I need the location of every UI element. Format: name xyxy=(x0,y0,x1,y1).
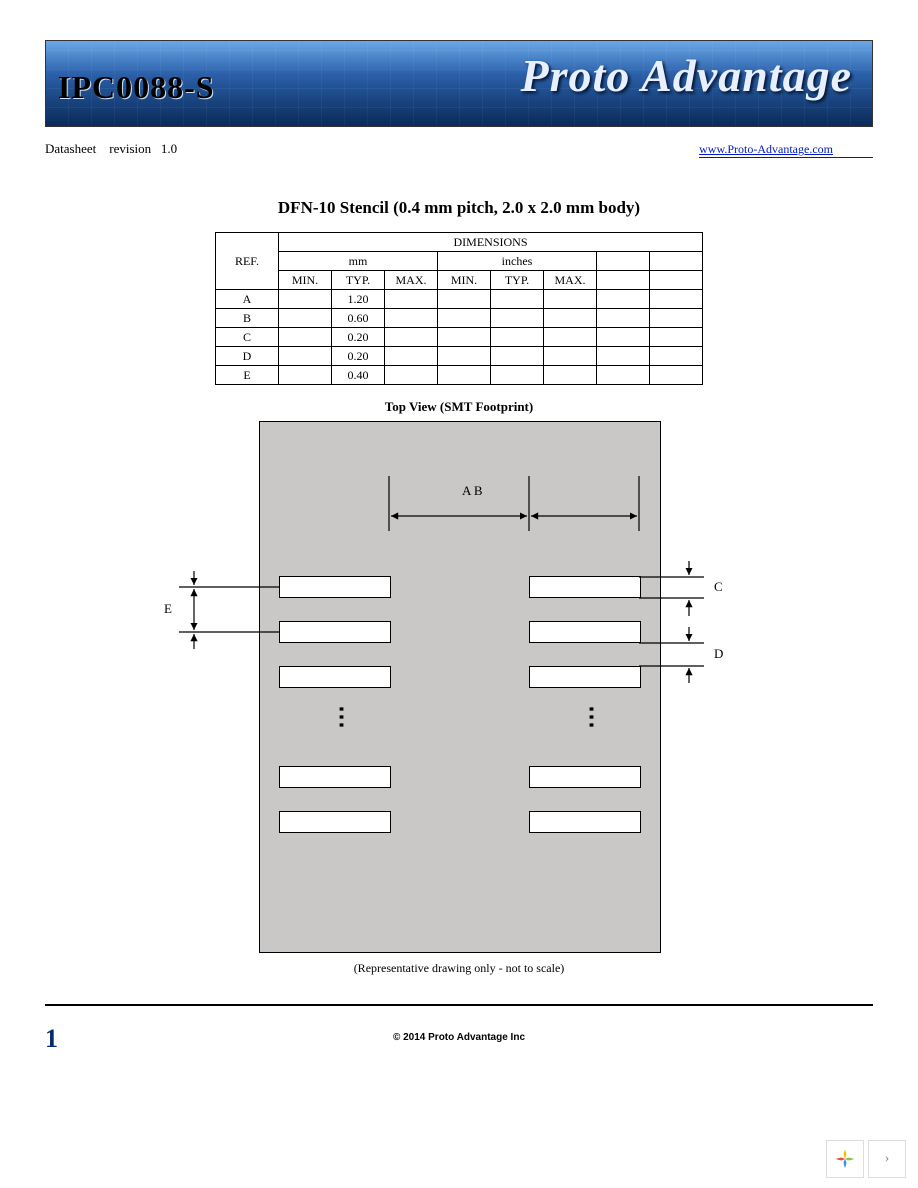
cell xyxy=(279,309,332,328)
ref-header: REF. xyxy=(216,233,279,290)
cell xyxy=(491,366,544,385)
cell xyxy=(650,309,703,328)
cell xyxy=(597,328,650,347)
cell xyxy=(279,347,332,366)
cell xyxy=(597,290,650,309)
cell xyxy=(438,309,491,328)
figure-note: (Representative drawing only - not to sc… xyxy=(45,961,873,976)
cell xyxy=(597,347,650,366)
cell xyxy=(385,328,438,347)
typ-mm-cell: 0.20 xyxy=(332,347,385,366)
copyright-sub xyxy=(0,1043,918,1050)
subheader: MIN. xyxy=(279,271,332,290)
dimensions-table: REF. DIMENSIONS mm inches MIN. TYP. MAX.… xyxy=(215,232,703,385)
page-number: 1 xyxy=(45,1024,58,1054)
cell xyxy=(279,290,332,309)
ref-cell: B xyxy=(216,309,279,328)
blank-header xyxy=(650,252,703,271)
cell xyxy=(385,366,438,385)
dim-label-c: C xyxy=(714,579,723,595)
viewer-logo-icon[interactable] xyxy=(826,1140,864,1178)
cell xyxy=(279,366,332,385)
blank-subheader xyxy=(597,271,650,290)
cell xyxy=(385,290,438,309)
ref-cell: C xyxy=(216,328,279,347)
table-row: C 0.20 xyxy=(216,328,703,347)
blank-header xyxy=(597,252,650,271)
subheader: TYP. xyxy=(332,271,385,290)
cell xyxy=(544,366,597,385)
cell xyxy=(650,290,703,309)
copyright: © 2014 Proto Advantage Inc xyxy=(0,1024,918,1043)
cell xyxy=(544,328,597,347)
brand-name: Proto Advantage xyxy=(521,49,852,102)
dim-label-e: E xyxy=(164,601,172,617)
cell xyxy=(438,290,491,309)
footprint-figure: ⋯ ⋯ xyxy=(209,421,709,951)
chevron-right-icon: › xyxy=(885,1151,890,1167)
typ-mm-cell: 0.20 xyxy=(332,328,385,347)
ref-cell: D xyxy=(216,347,279,366)
cell xyxy=(544,347,597,366)
top-view-label: Top View (SMT Footprint) xyxy=(45,399,873,415)
page-footer: 1 © 2014 Proto Advantage Inc xyxy=(0,1024,918,1050)
viewer-nav: › xyxy=(826,1140,906,1178)
cell xyxy=(650,347,703,366)
cell xyxy=(597,366,650,385)
ref-cell: A xyxy=(216,290,279,309)
cell xyxy=(279,328,332,347)
cell xyxy=(438,347,491,366)
sub-header: Datasheet revision 1.0 www.Proto-Advanta… xyxy=(45,141,873,158)
subheader: MAX. xyxy=(544,271,597,290)
subheader: MAX. xyxy=(385,271,438,290)
subheader: TYP. xyxy=(491,271,544,290)
next-page-button[interactable]: › xyxy=(868,1140,906,1178)
cell xyxy=(491,347,544,366)
ref-cell: E xyxy=(216,366,279,385)
header-banner: IPC0088-S Proto Advantage xyxy=(45,40,873,127)
unit-mm: mm xyxy=(279,252,438,271)
cell xyxy=(544,290,597,309)
typ-mm-cell: 0.60 xyxy=(332,309,385,328)
cell xyxy=(491,290,544,309)
dimensions-header: DIMENSIONS xyxy=(279,233,703,252)
dim-label-d: D xyxy=(714,646,723,662)
footer-rule xyxy=(45,1004,873,1006)
unit-inches: inches xyxy=(438,252,597,271)
cell xyxy=(650,328,703,347)
table-row: E 0.40 xyxy=(216,366,703,385)
cell xyxy=(385,309,438,328)
cell xyxy=(544,309,597,328)
revision-text: Datasheet revision 1.0 xyxy=(45,141,177,157)
cell xyxy=(385,347,438,366)
table-row: D 0.20 xyxy=(216,347,703,366)
table-row: A 1.20 xyxy=(216,290,703,309)
part-number: IPC0088-S xyxy=(58,69,215,106)
typ-mm-cell: 0.40 xyxy=(332,366,385,385)
cell xyxy=(597,309,650,328)
cell xyxy=(491,309,544,328)
document-title: DFN-10 Stencil (0.4 mm pitch, 2.0 x 2.0 … xyxy=(45,198,873,218)
cell xyxy=(438,328,491,347)
subheader: MIN. xyxy=(438,271,491,290)
typ-mm-cell: 1.20 xyxy=(332,290,385,309)
table-row: B 0.60 xyxy=(216,309,703,328)
cell xyxy=(650,366,703,385)
dimension-lines xyxy=(179,421,739,951)
website-link[interactable]: www.Proto-Advantage.com xyxy=(699,142,873,158)
cell xyxy=(491,328,544,347)
blank-subheader xyxy=(650,271,703,290)
cell xyxy=(438,366,491,385)
dim-label-ab: A B xyxy=(462,483,483,499)
